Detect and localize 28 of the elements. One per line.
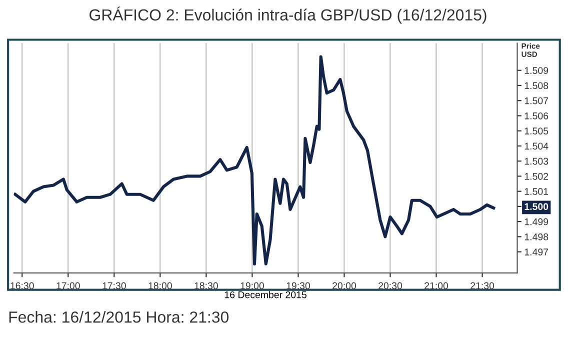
y-tick-label: 1.501	[524, 188, 548, 195]
x-tick-label: 16:30	[10, 282, 34, 290]
x-tick-label: 20:00	[332, 282, 356, 290]
y-tick-label: 1.499	[524, 218, 548, 226]
x-tick-label: 17:00	[56, 282, 80, 290]
x-tick-label: 18:30	[194, 282, 218, 290]
x-tick-label: 20:30	[378, 282, 402, 290]
line-series	[14, 55, 496, 266]
x-tick-label: 21:00	[424, 282, 448, 290]
y-tick-label: 1.497	[524, 248, 548, 256]
chart-title: GRÁFICO 2: Evolución intra-día GBP/USD (16/12/2015)	[90, 6, 486, 24]
x-axis-title: 16 December 2015	[224, 291, 306, 298]
y-tick-label: 1.509	[524, 67, 548, 74]
x-tick-label: 21:30	[470, 282, 494, 290]
y-tick-label: 1.505	[524, 128, 548, 134]
x-tick-label: 17:30	[102, 282, 126, 290]
y-tick-label: 1.498	[524, 233, 548, 240]
y-tick-label: 1.504	[524, 142, 548, 150]
y-tick-label: 1.507	[524, 97, 548, 104]
y-tick-label: 1.500	[524, 203, 548, 210]
y-tick-label: 1.506	[524, 112, 548, 120]
text: Fecha: 16/12/2015 Hora: 21:30	[9, 311, 229, 323]
x-tick-label: 19:00	[240, 282, 264, 290]
x-tick-label: 19:30	[286, 282, 310, 290]
y-tick-label: 1.508	[524, 82, 548, 90]
y-tick-label: 1.502	[524, 172, 548, 180]
x-tick-label: 18:00	[148, 282, 172, 290]
y-tick-label: 1.503	[524, 158, 548, 165]
